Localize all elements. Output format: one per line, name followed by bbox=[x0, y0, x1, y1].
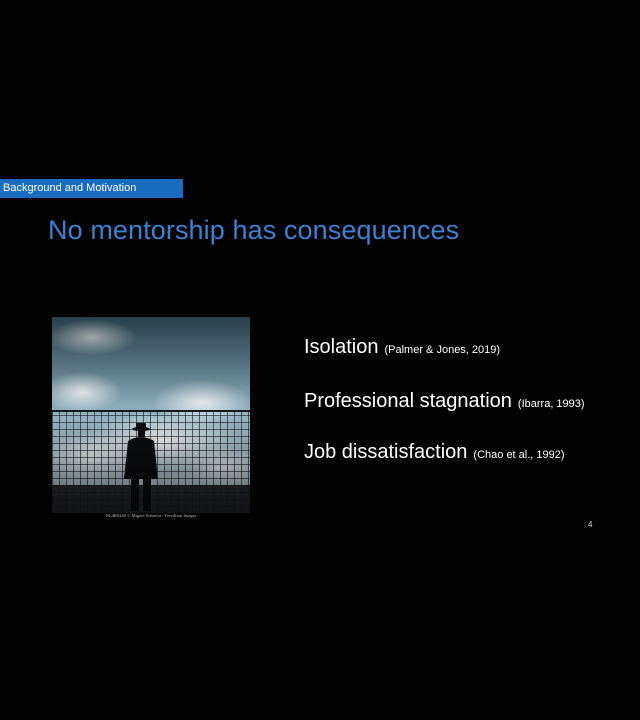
slide-photo bbox=[52, 317, 250, 513]
photo-credit: NL4R0248 © Miguel Sobreira / Trevillion … bbox=[105, 513, 197, 518]
list-item: Isolation (Palmer & Jones, 2019) bbox=[304, 336, 500, 359]
man-behind-fence-image bbox=[52, 317, 250, 513]
bullet-citation: (Palmer & Jones, 2019) bbox=[384, 344, 501, 356]
page-number: 4 bbox=[588, 520, 593, 529]
bullet-citation: (Ibarra, 1993) bbox=[517, 398, 585, 410]
list-item: Job dissatisfaction (Chao et al., 1992) bbox=[304, 441, 565, 464]
bullet-text: Job dissatisfaction bbox=[304, 441, 468, 463]
section-label: Background and Motivation bbox=[0, 179, 183, 198]
list-item: Professional stagnation (Ibarra, 1993) bbox=[304, 390, 585, 413]
slide-title: No mentorship has consequences bbox=[48, 215, 460, 245]
bullet-text: Isolation bbox=[304, 336, 379, 358]
bullet-citation: (Chao et al., 1992) bbox=[473, 449, 565, 461]
bullet-text: Professional stagnation bbox=[304, 390, 512, 412]
